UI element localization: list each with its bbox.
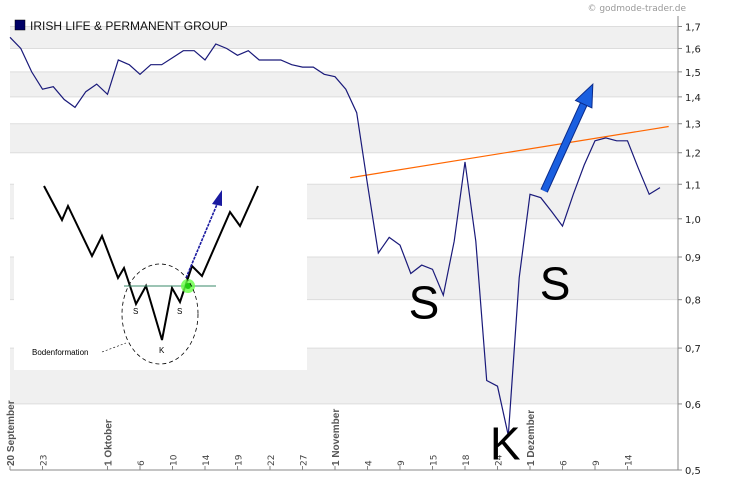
inset-breakout-dot	[185, 283, 191, 289]
x-tick-label: 22	[267, 455, 277, 466]
y-tick-label: 0,5	[685, 466, 701, 477]
x-tick-label: 1 November	[331, 409, 342, 466]
y-axis-ticks: 0,5 0,6 0,7 0,8 0,9 1,0 1,1 1,2 1,3 1,4 1,5 1,6 1,7	[678, 23, 701, 477]
inset-breakout-arrow	[185, 201, 219, 279]
y-tick-label: 1,6	[685, 44, 701, 55]
price-series-line	[9, 36, 661, 436]
y-tick-label: 1,7	[685, 23, 701, 34]
y-tick-label: 1,0	[685, 215, 701, 226]
x-tick-label: 15	[430, 455, 440, 466]
x-axis-ticks: 20 September 23 1 Oktober 6 10 14 19 22 27 1 Nove…	[6, 400, 635, 470]
grid-band	[10, 71, 678, 97]
inset-pattern-ellipse	[121, 263, 199, 365]
y-tick-label: 0,9	[685, 253, 701, 264]
x-tick-label: 14	[625, 454, 635, 466]
inset-background	[14, 178, 307, 370]
x-tick-label: 19	[235, 454, 245, 466]
arrow-head-icon	[574, 82, 594, 109]
x-tick-label: 6	[137, 460, 147, 466]
breakout-arrow	[540, 82, 594, 193]
trendline	[350, 125, 669, 179]
x-tick-label: 24	[495, 454, 505, 466]
inset-caption-leader	[101, 342, 127, 353]
y-tick-label: 1,1	[685, 180, 701, 191]
y-tick-label: 0,7	[685, 344, 701, 355]
inset-label-left-shoulder: S	[133, 307, 138, 316]
x-tick-label: 20 September	[6, 400, 17, 466]
x-tick-label: 9	[397, 460, 407, 466]
inset-label-head: K	[159, 346, 165, 355]
x-tick-label: 6	[560, 460, 570, 466]
pattern-label: S	[540, 258, 571, 310]
pattern-labels: S K S	[409, 258, 571, 470]
legend-label: IRISH LIFE & PERMANENT GROUP	[30, 19, 228, 33]
inset-caption: Bodenformation	[32, 348, 88, 357]
x-tick-label: 27	[300, 455, 310, 466]
y-tick-label: 0,6	[685, 400, 701, 411]
inset-diagram: Bodenformation S K S	[14, 178, 307, 370]
y-tick-label: 1,3	[685, 120, 701, 131]
x-tick-label: 23	[40, 455, 50, 466]
x-tick-label: 10	[170, 454, 180, 466]
x-tick-label: 1 Dezember	[526, 410, 537, 466]
legend-swatch	[14, 19, 26, 31]
grid-band	[10, 26, 678, 49]
pattern-label: K	[490, 417, 521, 469]
y-tick-label: 1,5	[685, 68, 701, 79]
pattern-label: S	[409, 276, 440, 328]
arrow-shaft	[541, 102, 587, 193]
inset-label-right-shoulder: S	[177, 307, 182, 316]
grid-band	[10, 123, 678, 153]
x-tick-label: 9	[592, 460, 602, 466]
x-tick-label: 14	[202, 454, 212, 466]
y-tick-label: 1,4	[685, 93, 701, 104]
x-tick-label: 1 Oktober	[104, 419, 115, 466]
x-tick-label: 18	[462, 454, 472, 466]
y-tick-label: 1,2	[685, 149, 701, 160]
inset-arrow-head-icon	[212, 190, 222, 206]
grid-bands	[10, 26, 678, 404]
x-tick-label: 4	[365, 460, 375, 466]
y-tick-label: 0,8	[685, 296, 701, 307]
watermark: © godmode-trader.de	[587, 4, 686, 14]
